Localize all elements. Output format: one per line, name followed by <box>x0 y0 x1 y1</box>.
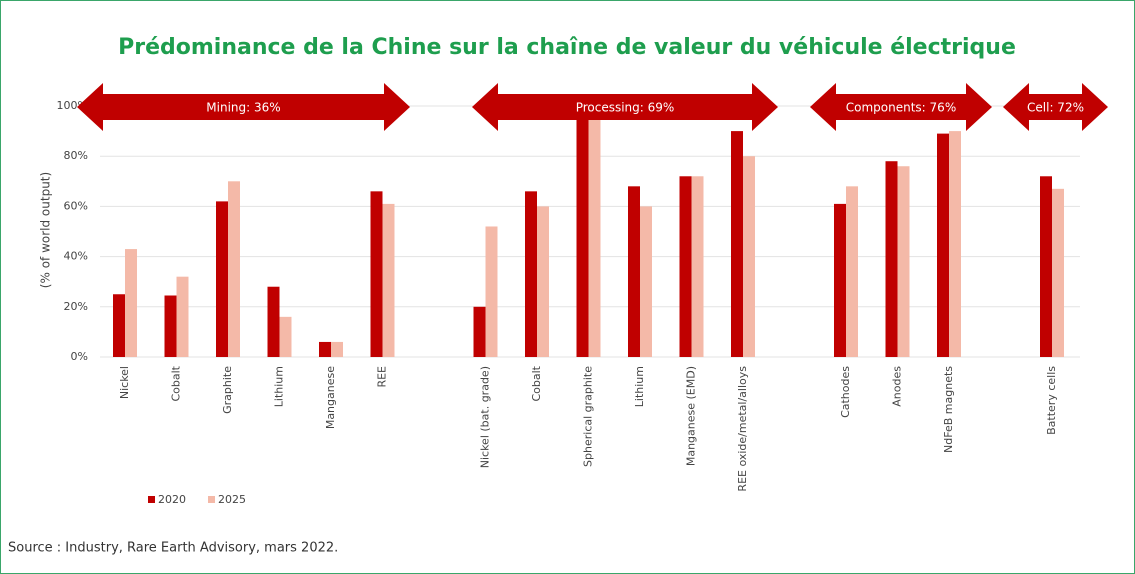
bar <box>164 295 177 357</box>
legend-swatch <box>148 496 155 503</box>
x-tick-label: Cobalt <box>530 365 543 401</box>
range-arrow <box>810 83 992 131</box>
bar <box>885 161 898 357</box>
bar <box>937 133 949 357</box>
x-tick-label: Battery cells <box>1045 366 1058 435</box>
bar <box>319 341 331 357</box>
bar <box>1052 188 1064 357</box>
y-axis-label: (% of world output) <box>39 172 53 288</box>
range-arrow <box>1003 83 1108 131</box>
bar <box>846 186 858 357</box>
bar <box>382 203 395 357</box>
bar <box>473 306 486 357</box>
bar <box>267 286 280 357</box>
bar <box>370 191 383 357</box>
x-tick-label: Nickel (bat. grade) <box>479 366 492 468</box>
bar <box>731 131 743 357</box>
range-arrow <box>472 83 778 131</box>
bar <box>834 203 846 357</box>
legend-label: 2020 <box>158 493 186 506</box>
bar <box>640 206 652 357</box>
x-tick-label: Cathodes <box>839 366 852 418</box>
y-tick-label: 40% <box>64 250 88 263</box>
bar <box>1040 176 1052 357</box>
bar <box>125 249 137 357</box>
y-tick-label: 60% <box>64 199 88 212</box>
x-tick-label: REE <box>376 366 389 388</box>
bar <box>216 201 228 357</box>
x-tick-label: Manganese <box>324 366 337 429</box>
x-tick-label: Spherical graphite <box>582 366 595 467</box>
bar <box>537 206 549 357</box>
bar <box>691 176 704 357</box>
legend-label: 2025 <box>218 493 246 506</box>
bar <box>897 166 910 357</box>
range-label: Processing: 69% <box>576 101 675 115</box>
chart-title: Prédominance de la Chine sur la chaîne d… <box>118 35 1016 60</box>
range-label: Mining: 36% <box>206 101 280 115</box>
y-tick-label: 80% <box>64 149 88 162</box>
x-tick-label: Manganese (EMD) <box>685 366 698 466</box>
x-tick-label: Anodes <box>891 366 904 407</box>
x-tick-label: Graphite <box>221 366 234 414</box>
range-arrow <box>77 83 410 131</box>
bar <box>576 106 589 357</box>
x-tick-label: Lithium <box>273 366 286 407</box>
y-tick-label: 20% <box>64 300 88 313</box>
range-label: Components: 76% <box>846 101 956 115</box>
bar <box>743 156 755 357</box>
legend-swatch <box>208 496 215 503</box>
bar <box>228 181 240 357</box>
bar <box>485 226 498 357</box>
bar <box>525 191 537 357</box>
bar <box>331 341 343 357</box>
bar <box>113 294 125 357</box>
bar <box>679 176 692 357</box>
y-tick-label: 0% <box>71 350 88 363</box>
x-tick-label: Cobalt <box>170 365 183 401</box>
bar <box>279 316 292 357</box>
x-tick-label: Nickel <box>118 366 131 399</box>
bar <box>628 186 640 357</box>
bar <box>588 106 601 357</box>
bar <box>176 276 189 357</box>
x-tick-label: REE oxide/metal/alloys <box>736 366 749 492</box>
source: Source : Industry, Rare Earth Advisory, … <box>8 541 338 556</box>
x-tick-label: NdFeB magnets <box>942 366 955 453</box>
range-label: Cell: 72% <box>1027 101 1084 115</box>
x-tick-label: Lithium <box>633 366 646 407</box>
bar <box>949 131 961 357</box>
